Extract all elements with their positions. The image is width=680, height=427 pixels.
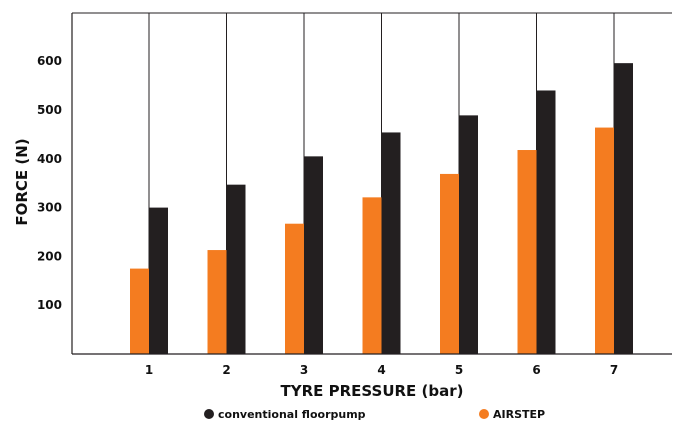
x-tick-label-3: 3: [300, 363, 308, 377]
x-axis-title: TYRE PRESSURE (bar): [280, 382, 463, 400]
bar-conventional-4: [381, 132, 401, 354]
x-tick-label-4: 4: [377, 363, 385, 377]
legend-label-conventional: conventional floorpump: [218, 408, 366, 421]
y-tick-label-100: 100: [37, 298, 62, 312]
legend: conventional floorpump AIRSTEP: [204, 408, 545, 421]
bars: [130, 63, 633, 355]
axes: [71, 13, 672, 355]
y-tick-label-300: 300: [37, 201, 62, 215]
legend-marker-airstep: [479, 409, 489, 419]
y-tick-label-200: 200: [37, 249, 62, 263]
x-tick-label-6: 6: [532, 363, 540, 377]
y-tick-label-600: 600: [37, 54, 62, 68]
x-tick-labels: 1 2 3 4 5 6 7: [145, 363, 618, 377]
bar-airstep-2: [207, 250, 227, 354]
bar-airstep-7: [595, 127, 614, 355]
y-axis-title: FORCE (N): [13, 138, 31, 225]
x-tick-label-2: 2: [222, 363, 230, 377]
legend-label-airstep: AIRSTEP: [493, 408, 545, 421]
bar-conventional-5: [459, 115, 478, 354]
x-tick-label-7: 7: [610, 363, 618, 377]
bar-conventional-6: [536, 90, 556, 354]
bar-airstep-3: [285, 223, 304, 354]
y-tick-labels: 100 200 300 400 500 600: [37, 54, 62, 312]
y-tick-label-500: 500: [37, 103, 62, 117]
bar-airstep-5: [440, 173, 459, 354]
bar-airstep-6: [517, 150, 537, 354]
bar-conventional-2: [226, 184, 246, 354]
y-tick-label-400: 400: [37, 152, 62, 166]
bar-conventional-3: [304, 156, 323, 354]
x-tick-label-1: 1: [145, 363, 153, 377]
legend-marker-conventional: [204, 409, 214, 419]
bar-conventional-7: [614, 63, 633, 354]
x-tick-label-5: 5: [455, 363, 463, 377]
bar-airstep-4: [362, 197, 382, 354]
bar-airstep-1: [130, 268, 149, 354]
bar-conventional-1: [149, 207, 168, 354]
